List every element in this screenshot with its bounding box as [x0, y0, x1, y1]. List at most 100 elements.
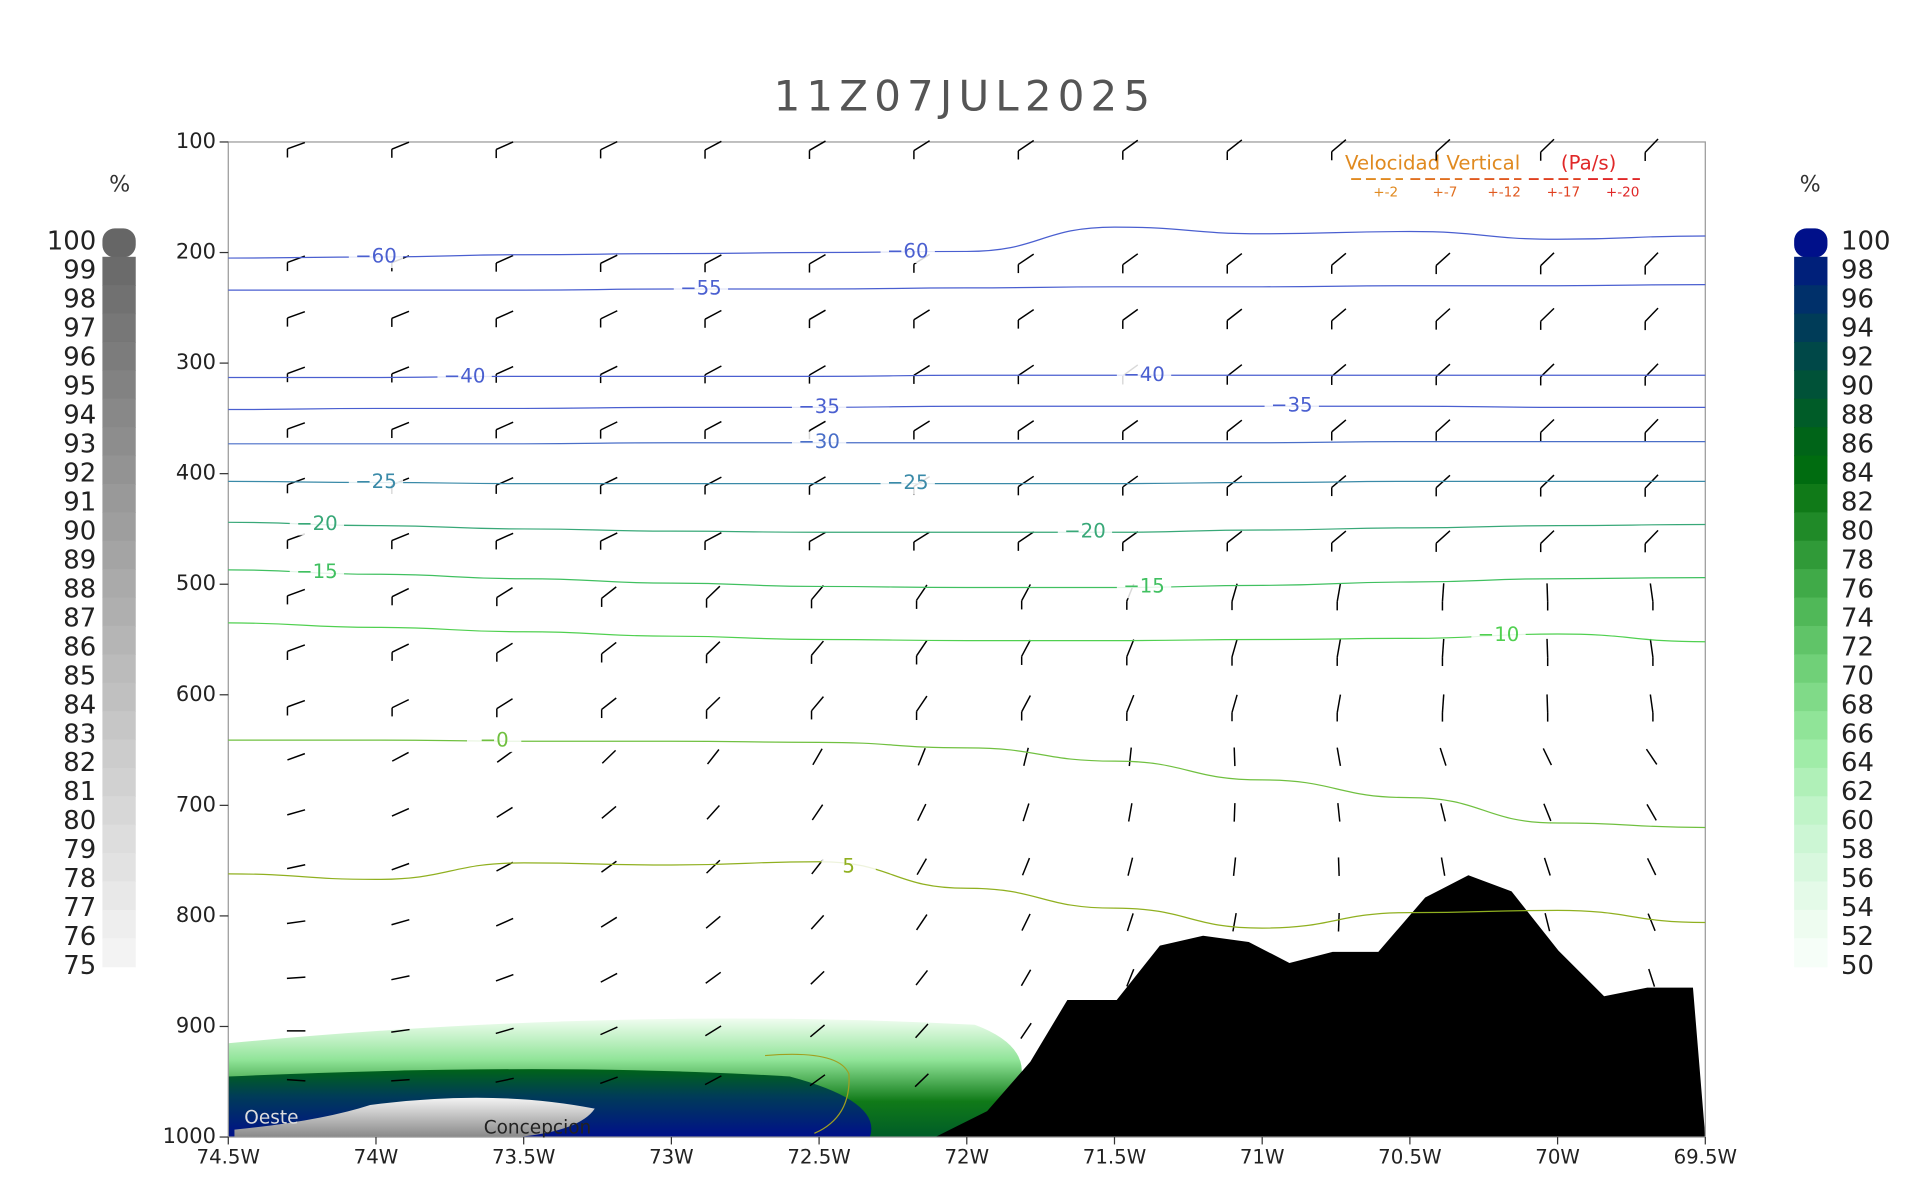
wind-barb: [809, 253, 826, 265]
colorbar-label: 78: [1841, 545, 1874, 575]
colorbar-swatch: [102, 341, 136, 371]
colorbar-label: 58: [1841, 835, 1874, 865]
wind-barb: [1540, 418, 1555, 433]
colorbar-swatch: [102, 483, 136, 513]
wind-barb: [1122, 475, 1139, 488]
colorbar-label: 74: [1841, 603, 1874, 633]
wind-barb: [495, 141, 514, 151]
colorbar-label: 50: [1841, 951, 1874, 981]
colorbar-swatch: [102, 853, 136, 883]
wind-barb: [809, 140, 826, 151]
wind-barb: [287, 422, 306, 430]
wind-barb: [1122, 308, 1139, 321]
wind-barb: [812, 748, 823, 766]
y-tick-label: 1000: [163, 1124, 216, 1148]
wind-barb: [1231, 968, 1238, 987]
wind-barb: [286, 864, 306, 870]
colorbar-label: 72: [1841, 632, 1874, 662]
wind-barb: [1122, 530, 1139, 544]
wind-barb: [391, 751, 409, 762]
colorbar-swatch: [102, 427, 136, 457]
contour-label-bg: [1057, 521, 1113, 544]
wind-barb: [1126, 639, 1135, 658]
wind-barb: [495, 310, 514, 320]
colorbar-swatch: [1794, 767, 1828, 797]
colorbar-swatch: [1794, 824, 1828, 854]
wind-barb: [600, 532, 618, 542]
wind-barb: [1125, 1071, 1136, 1089]
contour-label: −0: [480, 728, 509, 751]
wind-barb: [809, 531, 826, 543]
wind-barb: [706, 641, 721, 656]
wind-barb: [1233, 803, 1236, 822]
colorbar-label: 90: [63, 516, 96, 546]
colorbar-label: 89: [63, 545, 96, 575]
colorbar-swatch: [1794, 341, 1828, 371]
colorbar-label: 100: [1841, 226, 1890, 256]
wind-barb: [286, 1078, 306, 1082]
wind-barb: [704, 532, 722, 543]
wind-barb: [1127, 803, 1133, 822]
place-label: Concepcion: [484, 1117, 592, 1138]
colorbar-swatch: [102, 540, 136, 570]
wind-barb: [391, 862, 410, 871]
colorbar-swatch: [102, 909, 136, 939]
x-tick-label: 73W: [649, 1146, 694, 1169]
colorbar-swatch: [1794, 739, 1828, 769]
wind-barb: [916, 858, 928, 876]
colorbar-swatch: [1794, 455, 1828, 485]
contour-line: [228, 480, 1706, 485]
wind-barb: [1435, 363, 1451, 378]
colorbar-swatch: [1794, 313, 1828, 343]
wind-barb: [1435, 308, 1451, 322]
colorbar-label: 95: [63, 371, 96, 401]
wind-barb: [809, 1074, 826, 1087]
wind-barb: [1649, 638, 1654, 658]
colorbar-label: 96: [1841, 284, 1874, 314]
wind-barb: [1017, 475, 1035, 488]
wind-barb: [1441, 583, 1445, 602]
wind-barb: [913, 364, 930, 376]
wind-barb: [496, 587, 513, 599]
colorbar-swatch: [102, 881, 136, 911]
wind-barb: [705, 915, 721, 929]
colorbar-label: 78: [63, 864, 96, 894]
colorbar-swatch: [102, 569, 136, 599]
contour-label: −40: [1123, 363, 1165, 386]
wind-barb: [1019, 1072, 1033, 1088]
wind-barb: [1441, 638, 1445, 658]
wind-barb: [495, 532, 514, 542]
wind-barb: [1230, 1071, 1239, 1090]
terrain: [935, 875, 1706, 1138]
wind-barb: [286, 920, 306, 925]
contour-line: [228, 283, 1706, 291]
colorbar-label: 76: [63, 922, 96, 952]
colorbar-label: 94: [63, 400, 96, 430]
wind-barb: [496, 750, 513, 763]
wind-barb: [1122, 139, 1139, 152]
colorbar-label: 92: [1841, 342, 1874, 372]
colorbar-label: 98: [63, 284, 96, 314]
wind-barb: [1226, 530, 1243, 544]
contour-line: [228, 622, 1706, 643]
colorbar-swatch: [1794, 285, 1828, 315]
wind-barb: [601, 805, 617, 819]
colorbar-swatch: [102, 228, 136, 258]
wind-barb: [287, 366, 306, 375]
contour-label: −60: [355, 244, 397, 267]
chart-title: 11Z07JUL2025: [774, 71, 1157, 120]
wind-barb: [1231, 694, 1238, 713]
colorbar-swatch: [1794, 398, 1828, 428]
x-tick-label: 73.5W: [492, 1146, 555, 1169]
wind-barb: [1540, 530, 1555, 545]
wind-barb: [391, 1078, 410, 1082]
colorbar-swatch: [1794, 938, 1828, 968]
contour-label-bg: [348, 245, 404, 269]
colorbar-label: 96: [63, 342, 96, 372]
wind-barb: [601, 749, 617, 764]
colorbar-swatch: [1794, 256, 1828, 286]
colorbar-swatch: [1794, 881, 1828, 911]
wind-barb: [1647, 913, 1656, 932]
wind-barb: [286, 976, 306, 980]
